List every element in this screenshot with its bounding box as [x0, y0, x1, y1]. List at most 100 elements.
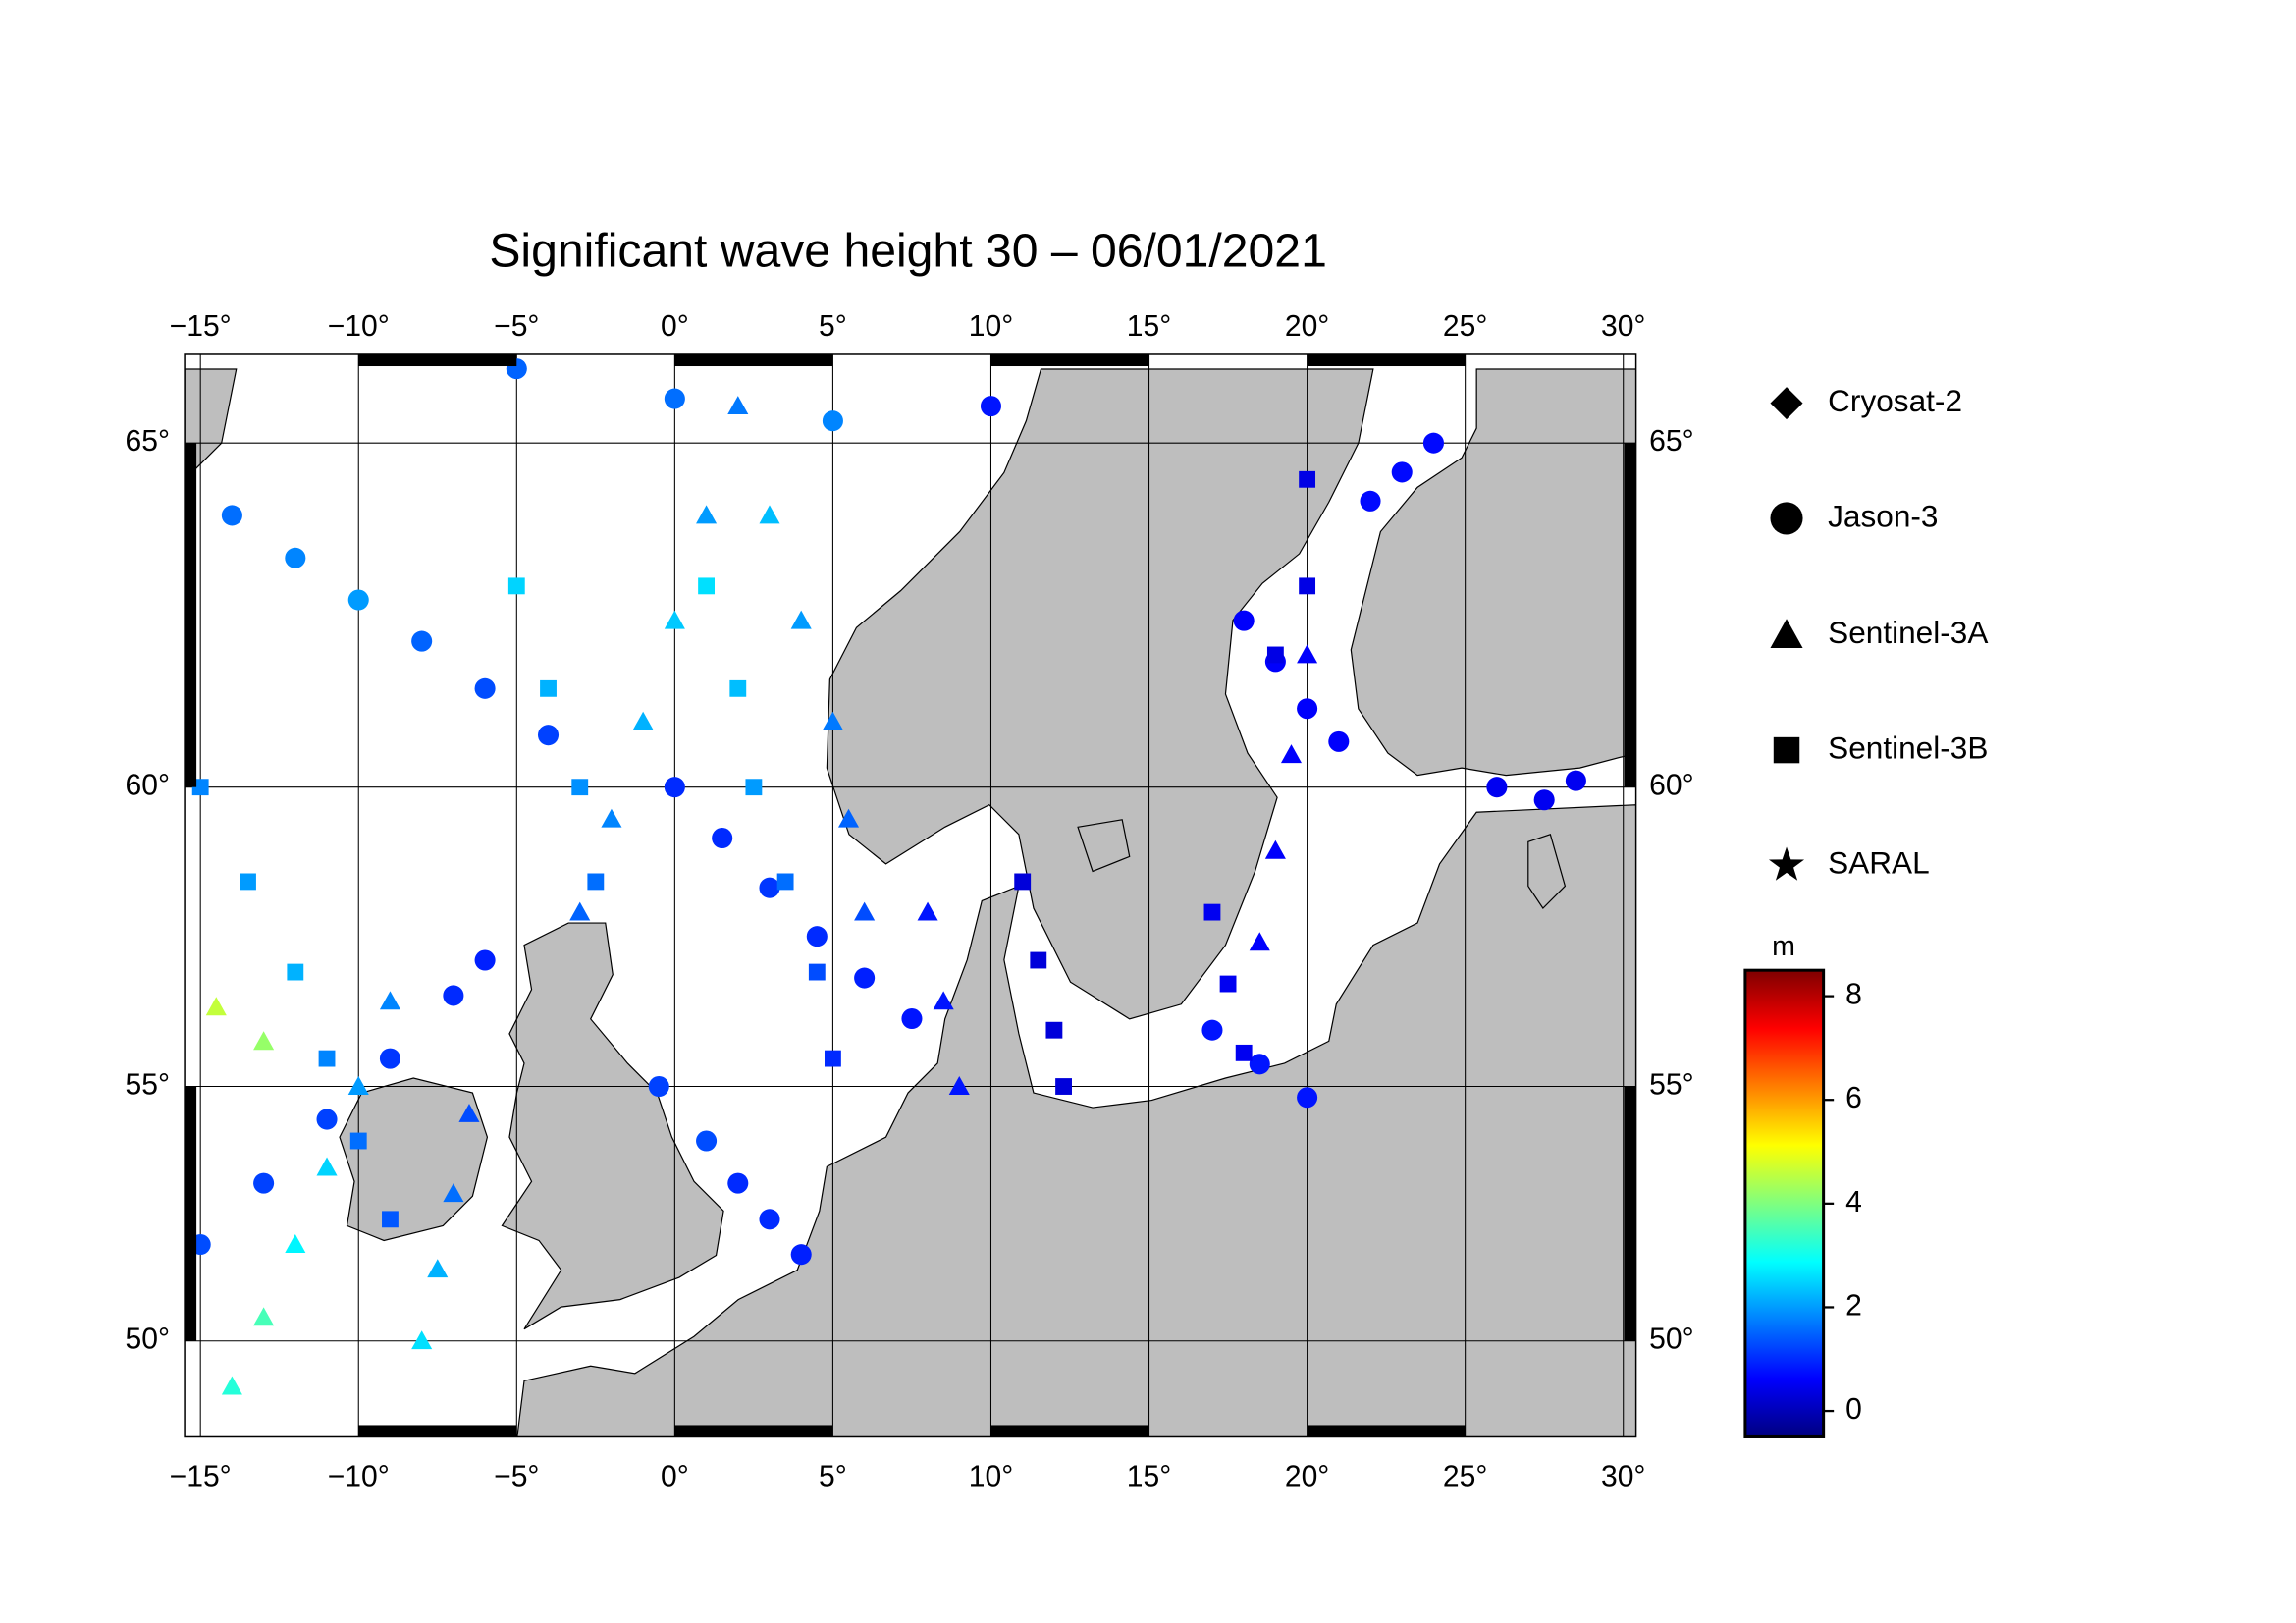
map-frame — [184, 353, 1637, 1438]
data-point — [948, 1075, 970, 1095]
data-point — [379, 991, 400, 1010]
x-tick-label: −10° — [328, 1461, 390, 1493]
data-point — [379, 1048, 400, 1069]
x-tick-label: −5° — [494, 310, 539, 343]
colorbar — [1743, 968, 1826, 1438]
data-point — [648, 1075, 669, 1098]
data-point — [712, 827, 733, 849]
data-point — [1219, 975, 1237, 993]
data-point — [411, 630, 433, 652]
x-tick-label: 20° — [1285, 1461, 1329, 1493]
data-point — [1533, 789, 1555, 811]
legend-symbol — [1770, 387, 1803, 420]
data-point — [1055, 1078, 1072, 1095]
frame-bar — [358, 1425, 517, 1437]
data-point — [347, 1075, 369, 1095]
data-point — [1297, 1087, 1318, 1109]
data-point — [349, 1132, 367, 1150]
x-tick-label: 15° — [1127, 310, 1171, 343]
data-point — [537, 725, 560, 746]
y-tick-label: 50° — [126, 1324, 170, 1356]
frame-bar — [1307, 1425, 1466, 1437]
frame-bar — [1307, 353, 1466, 367]
data-point — [1264, 839, 1286, 859]
land — [185, 353, 1636, 1437]
legend-label: Jason-3 — [1828, 498, 1938, 533]
data-point — [1391, 461, 1413, 483]
y-tick-label: 65° — [126, 425, 170, 458]
data-point — [1233, 610, 1255, 631]
data-point — [698, 577, 715, 595]
data-point — [1299, 577, 1316, 595]
data-point — [822, 711, 843, 730]
frame-bar — [990, 353, 1149, 367]
colorbar-tick-label: 6 — [1845, 1082, 1862, 1114]
legend-label: Cryosat-2 — [1828, 383, 1962, 418]
data-point — [382, 1211, 399, 1228]
data-point — [411, 1330, 433, 1350]
data-point — [221, 505, 242, 526]
data-point — [745, 779, 763, 796]
data-point — [727, 396, 749, 415]
x-tick-label: −10° — [328, 310, 390, 343]
data-point — [822, 410, 843, 432]
data-point — [507, 577, 525, 595]
data-point — [1422, 432, 1444, 454]
data-point — [632, 711, 654, 730]
data-point — [1203, 903, 1221, 921]
data-point — [837, 808, 860, 828]
data-point — [1280, 744, 1303, 764]
data-point — [759, 1209, 780, 1230]
data-point — [253, 1031, 275, 1051]
data-point — [1486, 777, 1508, 798]
frame-bar — [1624, 443, 1636, 787]
legend-symbol — [1773, 736, 1800, 764]
colorbar-unit: m — [1772, 931, 1795, 962]
data-point — [587, 873, 605, 891]
data-point — [824, 1050, 841, 1067]
data-point — [808, 963, 826, 981]
data-point — [205, 997, 227, 1016]
legend-label: SARAL — [1828, 845, 1930, 881]
legend-symbol — [1770, 619, 1803, 648]
data-point — [285, 547, 306, 568]
legend-label: Sentinel-3B — [1828, 730, 1988, 765]
x-tick-label: −15° — [170, 1461, 232, 1493]
x-tick-label: −15° — [170, 310, 232, 343]
data-point — [1014, 873, 1032, 891]
x-tick-label: 0° — [661, 1461, 689, 1493]
x-tick-label: 5° — [819, 310, 847, 343]
x-tick-label: 30° — [1601, 1461, 1645, 1493]
data-point — [285, 1233, 306, 1253]
data-point — [790, 1244, 812, 1266]
data-point — [1266, 646, 1284, 664]
data-point — [1030, 951, 1047, 969]
data-point — [1297, 698, 1318, 720]
data-point — [664, 388, 685, 409]
data-point — [790, 610, 812, 629]
data-point — [347, 589, 369, 611]
data-point — [759, 877, 780, 898]
data-point — [474, 677, 496, 699]
frame-bar — [185, 443, 197, 787]
data-point — [221, 1376, 242, 1395]
data-point — [1297, 644, 1318, 664]
data-point — [664, 777, 685, 798]
data-point — [1360, 490, 1381, 512]
data-point — [540, 679, 557, 697]
frame-bar — [358, 353, 517, 367]
x-tick-label: 30° — [1601, 310, 1645, 343]
data-point — [933, 991, 954, 1010]
legend: Cryosat-2 Jason-3 Sentinel-3A Sentinel-3… — [1768, 383, 1988, 881]
legend-symbol — [1768, 846, 1805, 881]
chart-title: Significant wave height 30 – 06/01/2021 — [489, 224, 1327, 277]
y-tick-label: 60° — [126, 770, 170, 802]
data-point — [776, 873, 794, 891]
x-tick-label: −5° — [494, 1461, 539, 1493]
data-point — [569, 901, 591, 921]
data-point — [1249, 1054, 1270, 1075]
data-point — [1565, 770, 1586, 791]
data-point — [253, 1307, 275, 1326]
data-point — [443, 1183, 464, 1203]
